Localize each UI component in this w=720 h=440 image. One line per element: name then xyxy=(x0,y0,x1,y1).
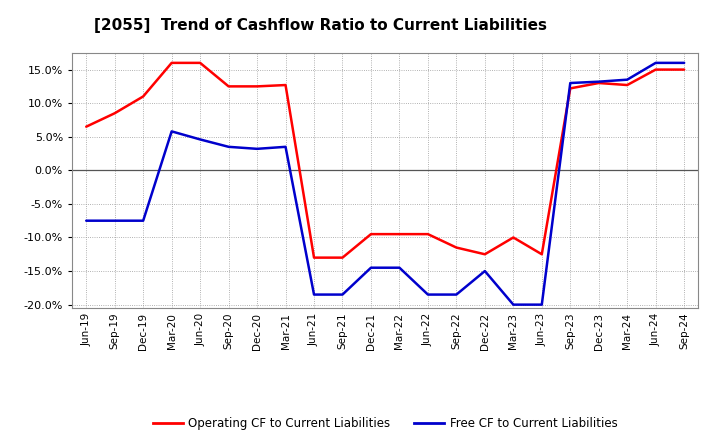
Legend: Operating CF to Current Liabilities, Free CF to Current Liabilities: Operating CF to Current Liabilities, Fre… xyxy=(148,412,622,435)
Text: [2055]  Trend of Cashflow Ratio to Current Liabilities: [2055] Trend of Cashflow Ratio to Curren… xyxy=(94,18,546,33)
